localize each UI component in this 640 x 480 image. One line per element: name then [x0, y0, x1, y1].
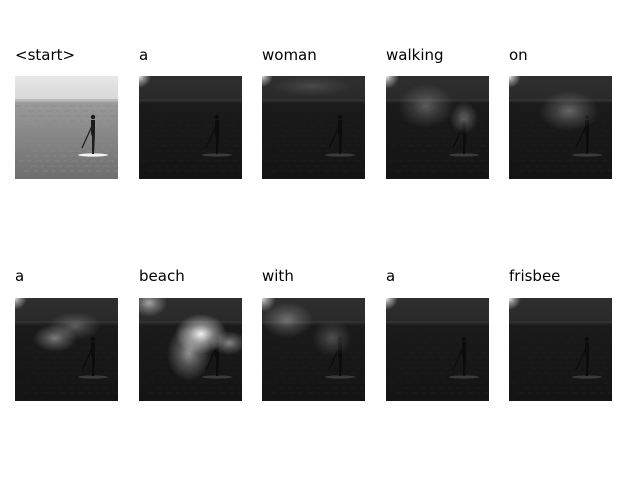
- attention-image: [262, 76, 365, 179]
- token-label: <start>: [15, 46, 76, 64]
- token-label: a: [15, 267, 25, 285]
- attention-image: [139, 76, 242, 179]
- token-label: on: [509, 46, 528, 64]
- token-label: a: [139, 46, 149, 64]
- attention-image: [15, 298, 118, 401]
- token-label: woman: [262, 46, 317, 64]
- token-label: frisbee: [509, 267, 561, 285]
- attention-image: [386, 76, 489, 179]
- attention-image: [509, 76, 612, 179]
- attention-image: [509, 298, 612, 401]
- attention-image: [386, 298, 489, 401]
- token-label: beach: [139, 267, 185, 285]
- attention-image: [139, 298, 242, 401]
- token-label: a: [386, 267, 396, 285]
- attention-image: [262, 298, 365, 401]
- token-label: with: [262, 267, 294, 285]
- token-label: walking: [386, 46, 444, 64]
- attention-image: [15, 76, 118, 179]
